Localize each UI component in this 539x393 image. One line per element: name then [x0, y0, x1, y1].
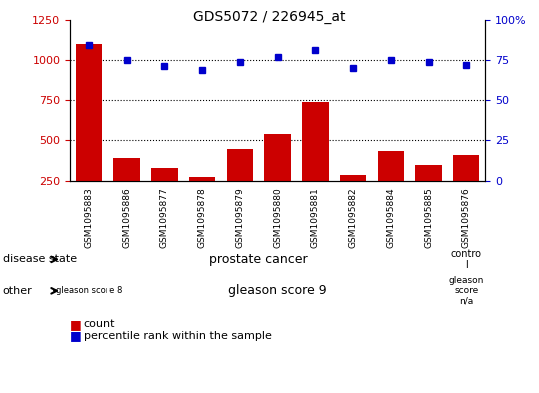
Bar: [416, 165, 442, 221]
Text: GSM1095881: GSM1095881: [311, 187, 320, 248]
Bar: [340, 175, 367, 221]
Text: percentile rank within the sample: percentile rank within the sample: [84, 331, 272, 341]
Bar: [227, 149, 253, 221]
Text: GSM1095876: GSM1095876: [462, 187, 471, 248]
Text: GSM1095880: GSM1095880: [273, 187, 282, 248]
Text: GSM1095882: GSM1095882: [349, 187, 357, 248]
Text: disease state: disease state: [3, 254, 77, 264]
Text: other: other: [3, 286, 32, 296]
Text: GSM1095883: GSM1095883: [85, 187, 93, 248]
Bar: [189, 177, 216, 221]
Text: ■: ■: [70, 318, 82, 331]
Text: GSM1095877: GSM1095877: [160, 187, 169, 248]
Bar: [453, 155, 480, 221]
Text: contro
l: contro l: [451, 249, 482, 270]
Text: gleason score 9: gleason score 9: [229, 284, 327, 298]
Text: GSM1095879: GSM1095879: [236, 187, 244, 248]
Bar: [378, 151, 404, 221]
Bar: [265, 134, 291, 221]
Text: count: count: [84, 319, 115, 329]
Text: GSM1095886: GSM1095886: [122, 187, 131, 248]
Text: GSM1095885: GSM1095885: [424, 187, 433, 248]
Text: GSM1095878: GSM1095878: [198, 187, 206, 248]
Text: GSM1095884: GSM1095884: [386, 187, 395, 248]
Text: gleason
score
n/a: gleason score n/a: [448, 276, 484, 306]
Bar: [151, 168, 178, 221]
Text: gleason score 8: gleason score 8: [56, 286, 122, 295]
Bar: [75, 44, 102, 221]
Text: ■: ■: [70, 329, 82, 343]
Bar: [302, 102, 329, 221]
Bar: [114, 158, 140, 221]
Text: prostate cancer: prostate cancer: [210, 253, 308, 266]
Text: GDS5072 / 226945_at: GDS5072 / 226945_at: [194, 10, 345, 24]
